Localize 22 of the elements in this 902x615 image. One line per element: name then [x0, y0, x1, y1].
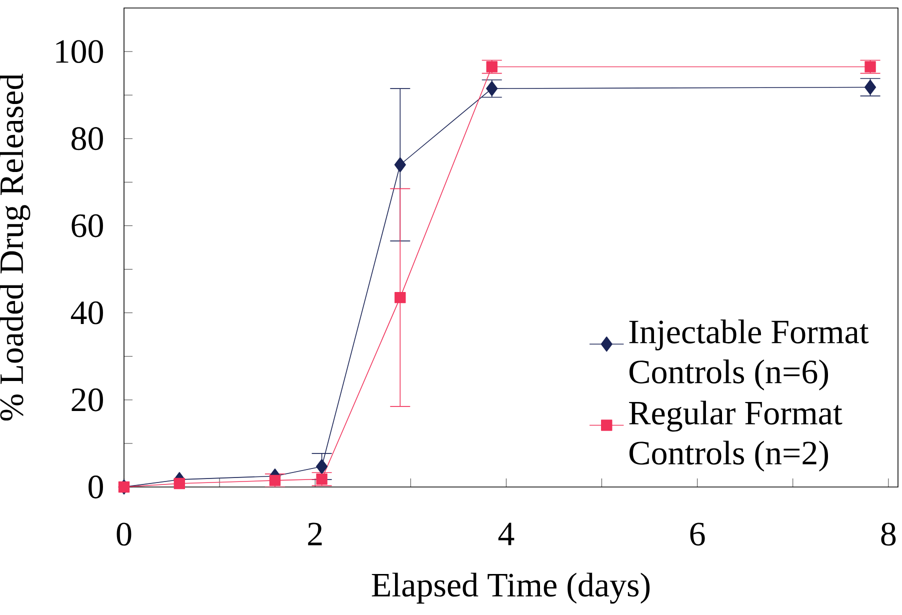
y-tick-label: 60 — [72, 214, 103, 238]
x-tick-label: 4 — [498, 522, 514, 546]
x-tick-label: 8 — [881, 522, 896, 546]
y-tick-label: 100 — [56, 40, 103, 64]
y-tick-label: 20 — [72, 388, 103, 412]
point — [316, 458, 328, 474]
point — [486, 80, 498, 96]
y-tick-label: 40 — [70, 301, 103, 324]
point — [394, 292, 406, 304]
x-tick-label: 0 — [116, 522, 132, 546]
x-axis-title: Elapsed Time (days) — [372, 572, 650, 604]
y-tick-label: 0 — [88, 476, 103, 498]
legend-label: Regular Format Controls (n=2) — [629, 400, 842, 472]
point — [316, 474, 328, 485]
x-tick-label: 2 — [308, 522, 322, 546]
point — [174, 478, 186, 490]
legend-label: Injectable Format Controls (n=6) — [629, 320, 869, 390]
x-tick-label: 6 — [690, 522, 705, 546]
point — [486, 61, 498, 72]
point — [394, 157, 406, 172]
y-tick-label: 80 — [72, 127, 103, 150]
point — [269, 474, 281, 486]
